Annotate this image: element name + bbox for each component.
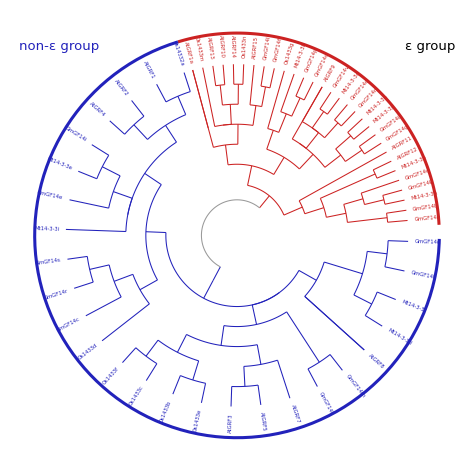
Text: AtGRF15: AtGRF15 bbox=[252, 35, 259, 58]
Text: AtGRF4: AtGRF4 bbox=[89, 101, 107, 118]
Text: GmGF14n: GmGF14n bbox=[358, 86, 380, 108]
Text: Os1433d: Os1433d bbox=[77, 343, 99, 361]
Text: GmGF14t: GmGF14t bbox=[319, 391, 335, 416]
Text: GmGF14i: GmGF14i bbox=[379, 114, 402, 133]
Text: GmGF14p: GmGF14p bbox=[304, 46, 319, 72]
Text: AtGRF9: AtGRF9 bbox=[323, 63, 337, 82]
Text: GmGF14q: GmGF14q bbox=[350, 78, 371, 101]
Text: GmGF14u: GmGF14u bbox=[405, 167, 431, 180]
Text: Os1433c: Os1433c bbox=[128, 385, 145, 407]
Text: GmGF14a: GmGF14a bbox=[414, 215, 440, 222]
Text: Mt14-3-3c: Mt14-3-3c bbox=[341, 70, 361, 94]
Text: GmGF14o: GmGF14o bbox=[314, 52, 330, 77]
Text: AtGRF10: AtGRF10 bbox=[218, 35, 225, 58]
Text: AtGRF1: AtGRF1 bbox=[142, 60, 155, 80]
Text: Mt14-3-3f: Mt14-3-3f bbox=[401, 300, 427, 314]
Text: GmGF14m: GmGF14m bbox=[345, 374, 366, 400]
Text: GmGF14e: GmGF14e bbox=[37, 191, 64, 201]
Text: AtGRF12: AtGRF12 bbox=[396, 146, 419, 160]
Text: AtGRF3: AtGRF3 bbox=[228, 413, 233, 433]
Text: Os1433g: Os1433g bbox=[284, 41, 295, 65]
Text: Mt14-3-3h: Mt14-3-3h bbox=[410, 191, 438, 201]
Text: non-ε group: non-ε group bbox=[19, 40, 100, 53]
Text: Os1433b: Os1433b bbox=[159, 400, 173, 423]
Text: Os1433n: Os1433n bbox=[241, 34, 247, 58]
Text: AtGRF8: AtGRF8 bbox=[367, 352, 385, 369]
Text: AtGRF11: AtGRF11 bbox=[391, 135, 414, 151]
Text: AtGRF13: AtGRF13 bbox=[206, 36, 214, 60]
Text: Os1433f: Os1433f bbox=[101, 366, 120, 386]
Text: GmGF14k: GmGF14k bbox=[408, 179, 434, 191]
Text: Mt14-3-3a: Mt14-3-3a bbox=[365, 94, 389, 116]
Text: Mt14-3-3b: Mt14-3-3b bbox=[294, 41, 308, 68]
Text: GmGF14g: GmGF14g bbox=[385, 123, 410, 142]
Text: Mt14-3-3j: Mt14-3-3j bbox=[373, 104, 395, 124]
Text: GmGF14d: GmGF14d bbox=[415, 239, 441, 245]
Text: Mt14-3-3e: Mt14-3-3e bbox=[46, 156, 73, 171]
Text: GmGF14h: GmGF14h bbox=[410, 270, 438, 280]
Text: Mt14-3-3d: Mt14-3-3d bbox=[386, 328, 412, 346]
Text: GmGF14c: GmGF14c bbox=[56, 317, 81, 333]
Text: ε group: ε group bbox=[404, 40, 455, 53]
Text: AtGRF2: AtGRF2 bbox=[113, 78, 129, 97]
Text: Os1433e: Os1433e bbox=[193, 409, 202, 433]
Text: GmGF14s: GmGF14s bbox=[35, 258, 61, 266]
Text: AtGRF14: AtGRF14 bbox=[230, 34, 236, 58]
Text: GmGF14b: GmGF14b bbox=[412, 203, 439, 212]
Text: AtGRF5: AtGRF5 bbox=[259, 411, 267, 431]
Text: AtGRF1a: AtGRF1a bbox=[182, 41, 193, 64]
Text: GmGF14i: GmGF14i bbox=[64, 126, 88, 143]
Text: GmGF14l: GmGF14l bbox=[263, 35, 272, 60]
Text: Os14332a: Os14332a bbox=[172, 40, 184, 67]
Text: GmGF14f: GmGF14f bbox=[273, 37, 283, 63]
Text: Os1433m: Os1433m bbox=[194, 36, 204, 62]
Text: GmGF14v: GmGF14v bbox=[332, 63, 351, 88]
Text: Mt14-3-3g: Mt14-3-3g bbox=[401, 155, 428, 170]
Text: Mt14-3-3i: Mt14-3-3i bbox=[34, 226, 59, 231]
Text: GmGF14r: GmGF14r bbox=[43, 288, 69, 300]
Text: AtGRF7: AtGRF7 bbox=[290, 404, 301, 424]
